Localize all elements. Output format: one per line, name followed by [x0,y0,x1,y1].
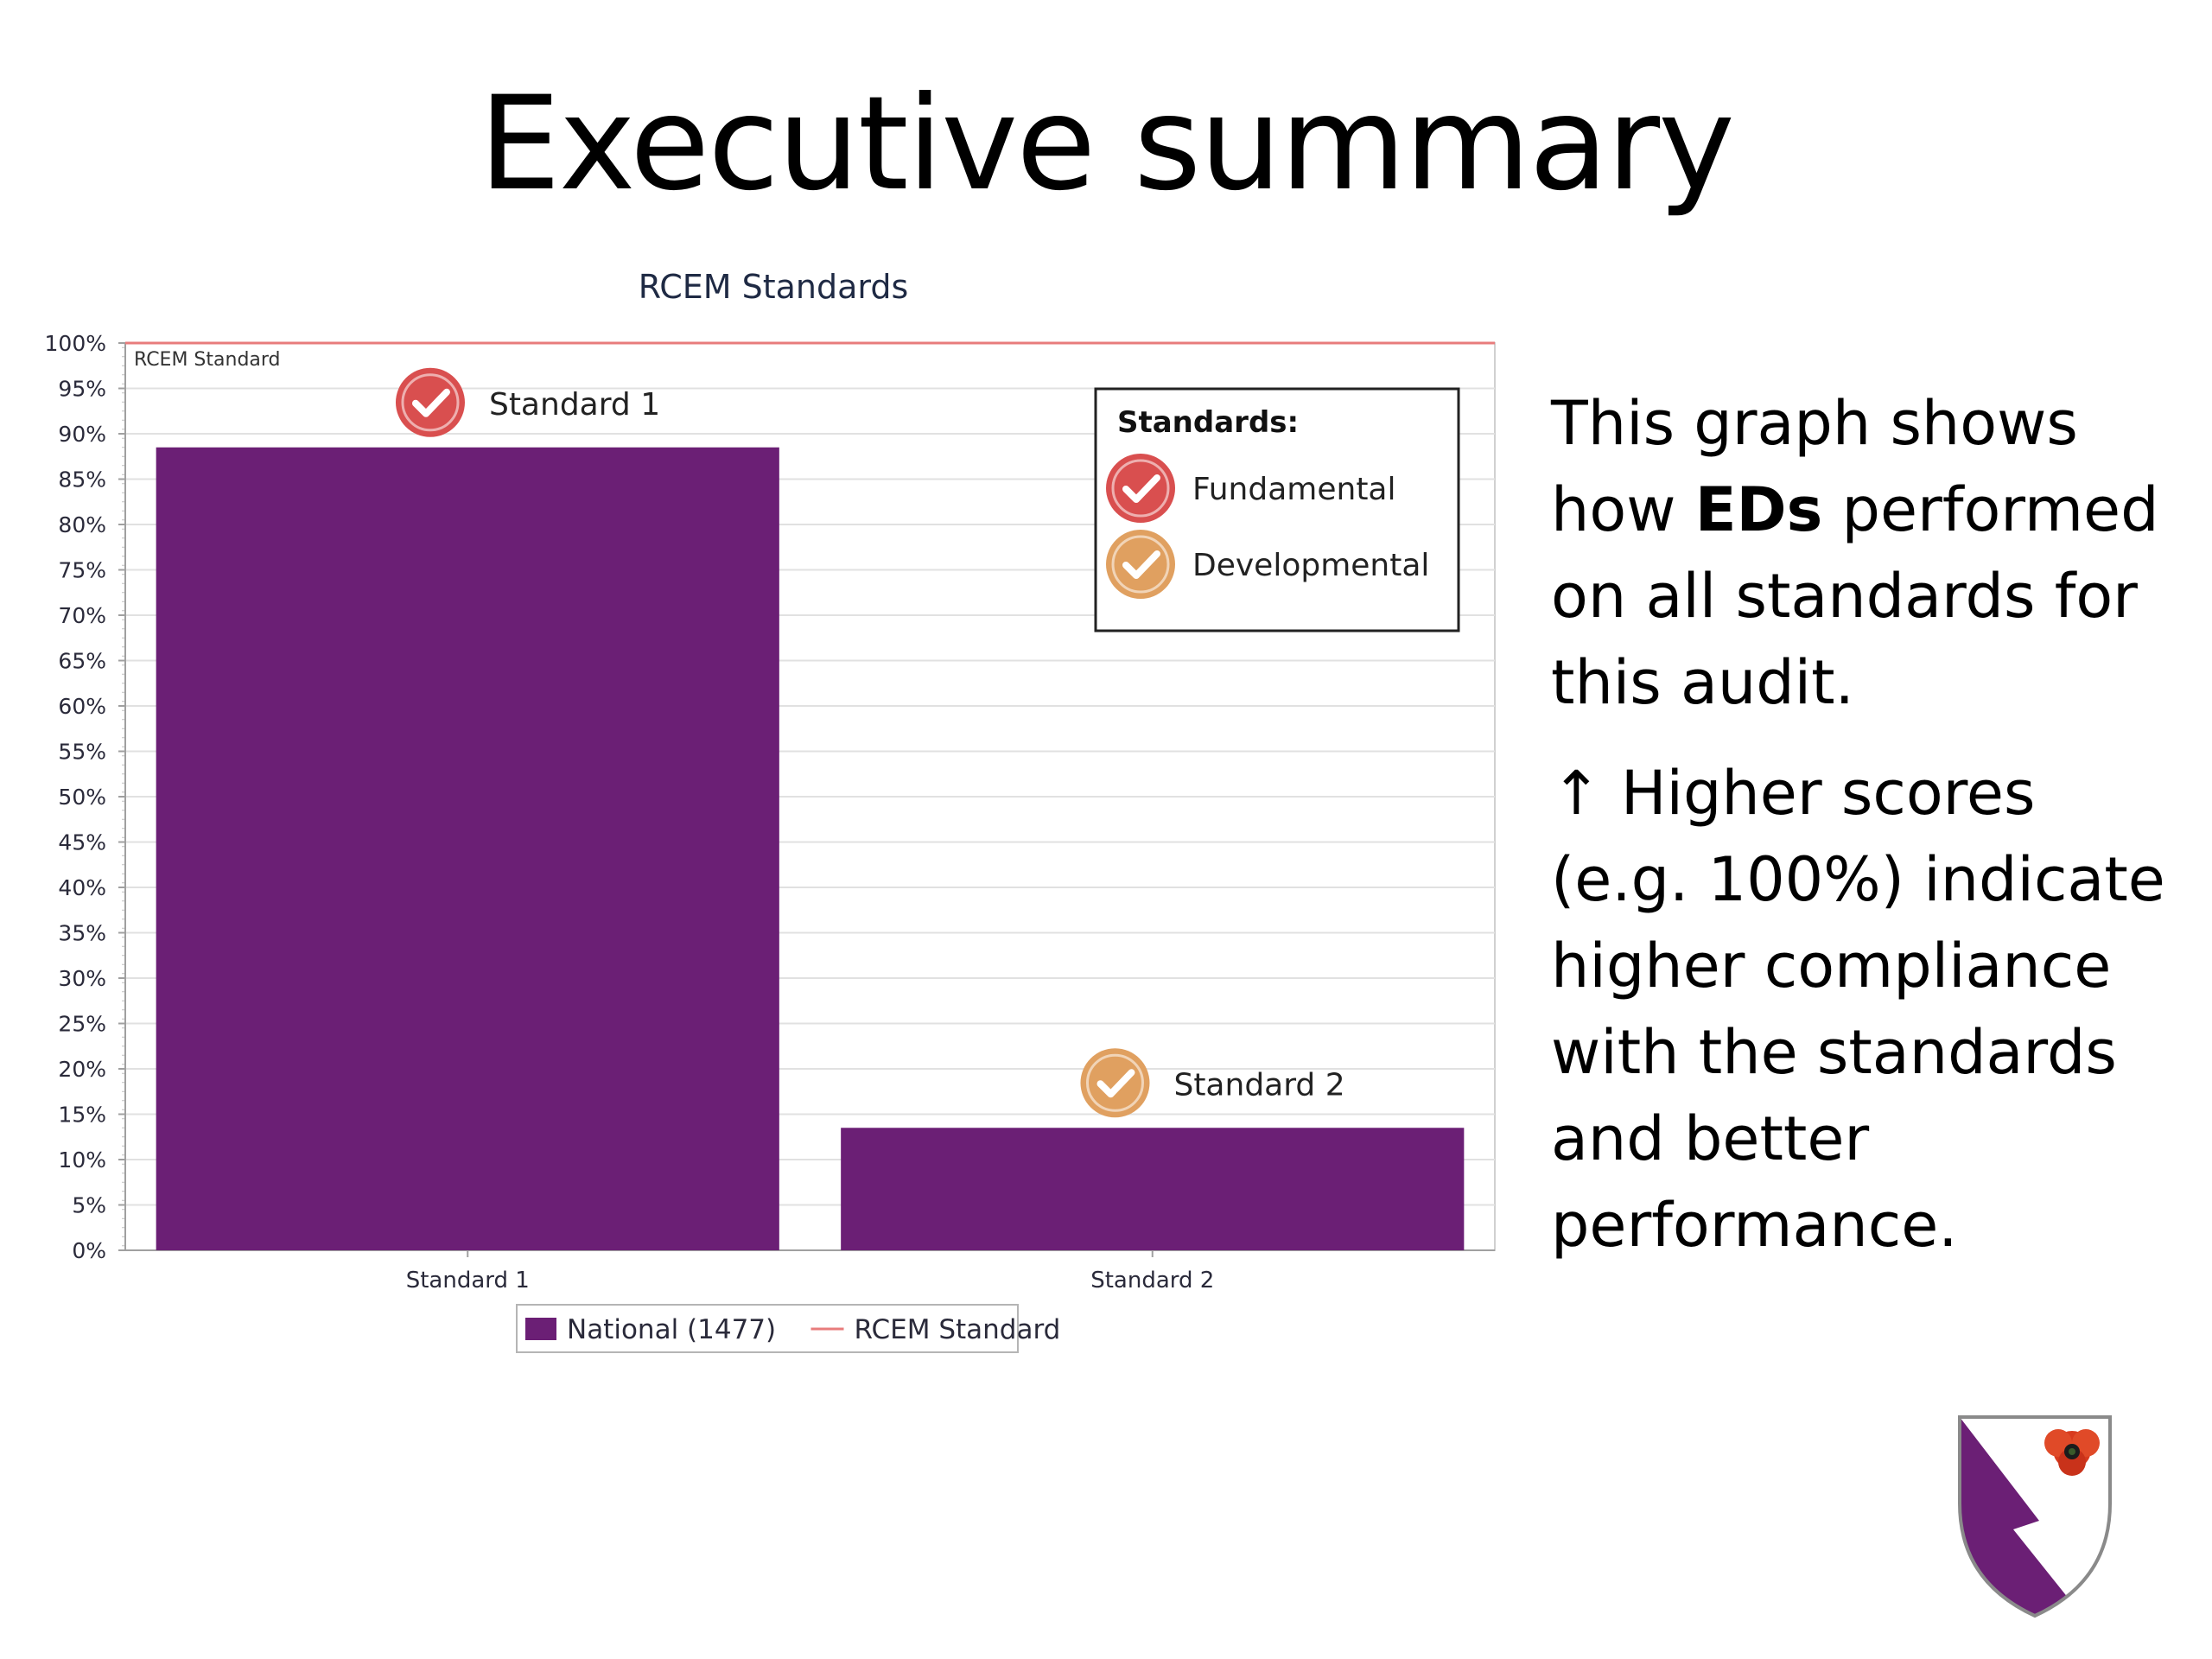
y-tick-label: 100% [45,331,106,356]
description-p1-bold: EDs [1694,474,1823,545]
y-tick-label: 0% [72,1238,106,1263]
check-badge-icon [395,367,465,437]
chart-legend-box [516,1304,1019,1353]
y-tick-label: 50% [58,785,106,810]
y-tick-label: 15% [58,1103,106,1128]
badge-ring [401,373,460,432]
y-tick-label: 25% [58,1012,106,1037]
badge-circle [1106,530,1175,599]
check-mark [411,388,450,417]
x-tick-label: Standard 1 [406,1268,530,1294]
y-tick-label: 90% [58,422,106,447]
chart-title: RCEM Standards [639,268,909,306]
y-tick-label: 45% [58,830,106,855]
y-tick-label: 75% [58,558,106,583]
check-badge-icon [1080,1048,1150,1118]
legend-label: RCEM Standard [855,1314,1061,1345]
bar [841,1128,1465,1250]
check-mark [1122,550,1160,579]
shield-poppy-logo [1944,1400,2126,1624]
description-paragraph-2: ↑ Higher scores (e.g. 100%) indicate hig… [1551,758,2165,1261]
badge-ring [1111,535,1170,594]
x-tick-label: Standard 2 [1090,1268,1214,1294]
y-tick-label: 40% [58,875,106,900]
y-tick-label: 35% [58,921,106,946]
badge-circle [1106,454,1175,523]
check-mark [1122,474,1160,503]
y-tick-label: 70% [58,603,106,628]
legend-swatch [525,1318,556,1340]
description-p1-end: performed on all standards for this audi… [1551,474,2159,718]
badge-circle [1080,1048,1150,1118]
y-tick-label: 55% [58,740,106,765]
bar-annotation-label: Standard 2 [1173,1067,1344,1103]
standards-legend-title: Standards: [1117,405,1299,440]
y-tick-label: 20% [58,1057,106,1082]
description-paragraph-1: This graph shows how EDs performed on al… [1551,380,2190,726]
legend-label: National (1477) [567,1314,776,1345]
reference-line-label: RCEM Standard [134,349,281,371]
badge-ring [1111,459,1170,518]
badge-ring [1085,1053,1144,1112]
description-p1-start: This graph shows how [1551,388,2078,545]
y-tick-label: 95% [58,377,106,402]
check-mark [1096,1069,1135,1098]
standards-legend-label: Fundamental [1192,472,1396,507]
chart-legend: National (1477) RCEM Standard [516,1304,1061,1353]
bar-chart: RCEM Standards 0% 5% 10% 15% 20% 25% 30% 35% 40%… [45,268,1496,1353]
standards-legend: Standards: Fundamental Developmental [1094,387,1460,632]
y-tick-label: 5% [72,1193,106,1218]
bar-annotation-label: Standard 1 [489,387,660,423]
reference-line: RCEM Standard [125,341,1495,371]
standards-legend-label: Developmental [1192,548,1429,583]
check-badge-icon [1106,454,1175,523]
bar-annotations: Standard 1 Standard 2 [395,367,1345,1118]
y-tick-label: 10% [58,1147,106,1173]
y-tick-label: 30% [58,966,106,991]
description-text: This graph shows how EDs performed on al… [1551,380,2190,1293]
bars [156,447,1465,1250]
page-title: Executive summary [479,69,1735,219]
check-badge-icon [1106,530,1175,599]
bar [156,447,779,1250]
y-tick-label: 60% [58,694,106,719]
y-tick-label: 80% [58,512,106,537]
y-tick-label: 85% [58,467,106,493]
badge-circle [395,367,465,437]
y-tick-label: 65% [58,649,106,674]
